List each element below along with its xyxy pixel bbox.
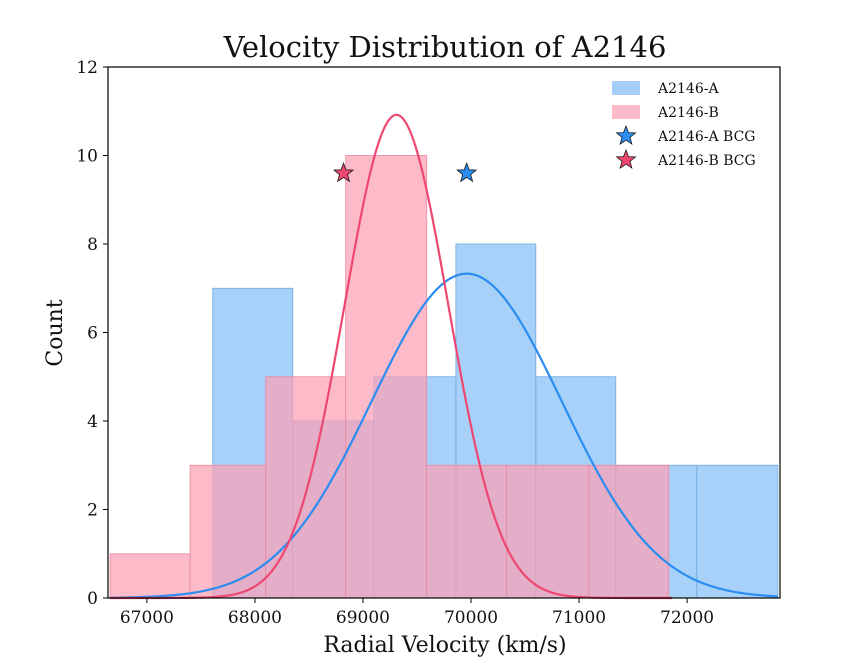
- y-tick-label-2: 4: [87, 412, 98, 432]
- x-tick-label-2: 69000: [336, 608, 390, 628]
- x-axis-ticks: 67000 68000 69000 70000 71000 72000: [120, 598, 714, 628]
- x-tick-label-4: 71000: [552, 608, 606, 628]
- bar-series-b-3: [345, 155, 428, 599]
- legend-star-3: [615, 148, 637, 170]
- y-tick-label-1: 2: [87, 501, 98, 521]
- bar-series-b-0: [109, 553, 191, 599]
- series-b-bars: [109, 155, 670, 599]
- y-axis-ticks: 0 2 4 6 8 10 12: [76, 58, 108, 609]
- bar-series-b-5: [506, 464, 590, 599]
- x-tick-label-5: 72000: [660, 608, 714, 628]
- bar-series-b-6: [588, 464, 670, 599]
- y-tick-label-6: 12: [76, 58, 98, 78]
- x-tick-label-3: 70000: [444, 608, 498, 628]
- y-tick-label-5: 10: [76, 147, 98, 167]
- legend-label-2: A2146-A BCG: [657, 129, 755, 145]
- y-tick-label-4: 8: [87, 235, 98, 255]
- legend-swatch-0: [612, 81, 640, 95]
- x-tick-label-0: 67000: [120, 608, 174, 628]
- legend-label-1: A2146-B: [657, 105, 719, 121]
- legend: A2146-A A2146-B A2146-A BCG A2146-B BCG: [612, 81, 756, 170]
- legend-label-0: A2146-A: [657, 81, 719, 97]
- bcg-markers: [332, 162, 478, 183]
- bar-series-b-1: [189, 464, 267, 599]
- y-tick-label-3: 6: [87, 324, 98, 344]
- x-axis-label: Radial Velocity (km/s): [323, 633, 566, 658]
- bcg-star-marker-1: [332, 162, 355, 183]
- legend-star-2: [615, 124, 637, 146]
- y-axis-label: Count: [43, 299, 68, 366]
- chart-title: Velocity Distribution of A2146: [223, 30, 667, 64]
- bar-series-a-6: [696, 464, 779, 599]
- legend-label-3: A2146-B BCG: [657, 153, 756, 169]
- legend-swatch-1: [612, 105, 640, 119]
- bcg-star-marker-0: [456, 162, 478, 183]
- y-tick-label-0: 0: [87, 589, 98, 609]
- bar-series-b-4: [426, 464, 508, 599]
- x-tick-label-1: 68000: [228, 608, 282, 628]
